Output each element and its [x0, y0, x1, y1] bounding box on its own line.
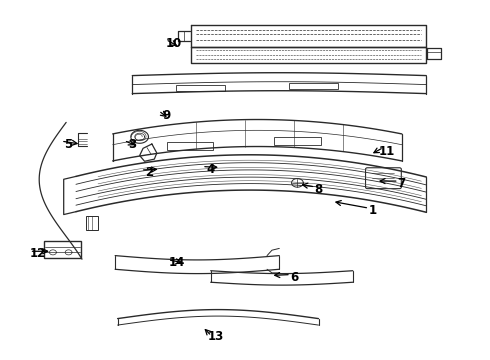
- Bar: [274, 136, 321, 144]
- Text: 13: 13: [207, 330, 224, 343]
- Text: 9: 9: [163, 109, 171, 122]
- Bar: [44, 241, 81, 258]
- Bar: [176, 85, 225, 91]
- Text: 1: 1: [368, 204, 376, 217]
- Text: 6: 6: [290, 271, 298, 284]
- Text: 5: 5: [65, 138, 73, 150]
- Bar: [289, 83, 338, 89]
- Text: 14: 14: [168, 256, 185, 269]
- Bar: [86, 216, 98, 230]
- Text: 4: 4: [207, 163, 215, 176]
- Text: 3: 3: [128, 138, 136, 150]
- Bar: [167, 142, 213, 150]
- Text: 2: 2: [146, 166, 153, 179]
- Text: 8: 8: [315, 183, 322, 195]
- Text: 12: 12: [30, 247, 47, 260]
- Text: 11: 11: [379, 145, 395, 158]
- Text: 10: 10: [166, 37, 182, 50]
- Text: 7: 7: [398, 177, 406, 190]
